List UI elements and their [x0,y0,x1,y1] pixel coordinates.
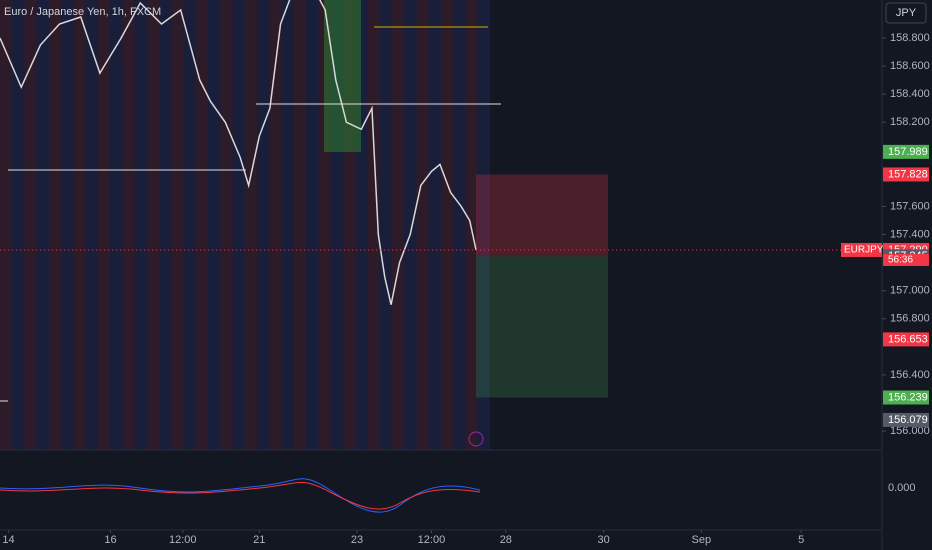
x-tick-label: 14 [2,534,14,546]
price-tag-label: 157.989 [888,146,928,158]
session-stripe [404,0,417,450]
session-stripe [171,0,184,450]
price-tag-label: 156.653 [888,333,928,345]
session-stripes [0,0,490,450]
session-stripe [12,0,25,450]
symbol-tag-label: EURJPY [844,245,884,256]
price-tag-label: 156.079 [888,414,928,426]
price-tag [883,144,929,159]
symbol-tag [841,242,882,257]
session-stripe [416,0,429,450]
y-tick-label: 158.200 [890,116,930,128]
price-tag [883,390,929,405]
y-tick-label: 157.400 [890,228,930,240]
oscillator-line [0,482,481,510]
y-tick-label: 158.600 [890,60,930,72]
session-stripe [196,0,208,450]
y-tick-label: 158.800 [890,32,930,44]
countdown-label: 56:36 [888,255,913,266]
session-stripe [220,0,233,450]
highlight-box [324,0,361,152]
session-stripe [441,0,453,450]
session-stripe [306,0,319,450]
y-tick-label: 156.800 [890,313,930,325]
session-stripe [183,0,196,450]
session-stripe [392,0,404,450]
session-stripe [208,0,221,450]
y-tick-label: 158.400 [890,88,930,100]
plot [0,0,477,305]
session-stripe [465,0,478,450]
price-tag-label: 157.828 [888,168,928,180]
risk-zone [476,174,608,257]
x-tick-label: 16 [104,534,116,546]
currency-button-label[interactable]: JPY [896,7,917,19]
event-icon[interactable] [468,431,484,447]
y-tick-label: 157.600 [890,200,930,212]
session-stripe [24,0,37,450]
session-stripe [281,0,294,450]
x-tick-label: 28 [500,534,512,546]
session-stripe [36,0,49,450]
session-stripe [85,0,98,450]
x-tick-label: 12:00 [169,534,197,546]
y-tick-label: 156.000 [890,425,930,437]
reward-zone [476,256,608,398]
session-stripe [98,0,110,450]
x-tick-label: 5 [798,534,804,546]
session-stripe [49,0,61,450]
session-stripe [269,0,282,450]
session-stripe [147,0,159,450]
session-stripe [0,0,12,450]
price-tag [883,167,929,182]
x-tick-label: Sep [692,534,712,546]
session-stripe [159,0,172,450]
session-stripe [245,0,257,450]
symbol-title: Euro / Japanese Yen, 1h, FXCM [4,6,161,18]
x-tick-label: 21 [253,534,265,546]
session-stripe [122,0,135,450]
session-stripe [73,0,86,450]
x-tick-label: 23 [351,534,363,546]
session-stripe [61,0,74,450]
session-stripe [294,0,306,450]
countdown-tag [883,253,929,266]
currency-button[interactable] [885,2,927,24]
session-stripe [428,0,441,450]
session-stripe [110,0,123,450]
y-tick-label: 156.400 [890,369,930,381]
x-tick-label: 30 [597,534,609,546]
oscillator-line [0,478,481,513]
oscillator-label: 0.000 [888,482,916,494]
session-stripe [477,0,490,450]
x-tick-label: 12:00 [418,534,446,546]
session-stripe [134,0,147,450]
price-tag-label: 156.239 [888,391,928,403]
session-stripe [232,0,245,450]
session-stripe [453,0,466,450]
y-tick-label: 157.000 [890,285,930,297]
price-tag [883,412,929,427]
session-stripe [379,0,392,450]
price-tag [883,332,929,347]
session-stripe [257,0,270,450]
price-line [0,0,477,305]
